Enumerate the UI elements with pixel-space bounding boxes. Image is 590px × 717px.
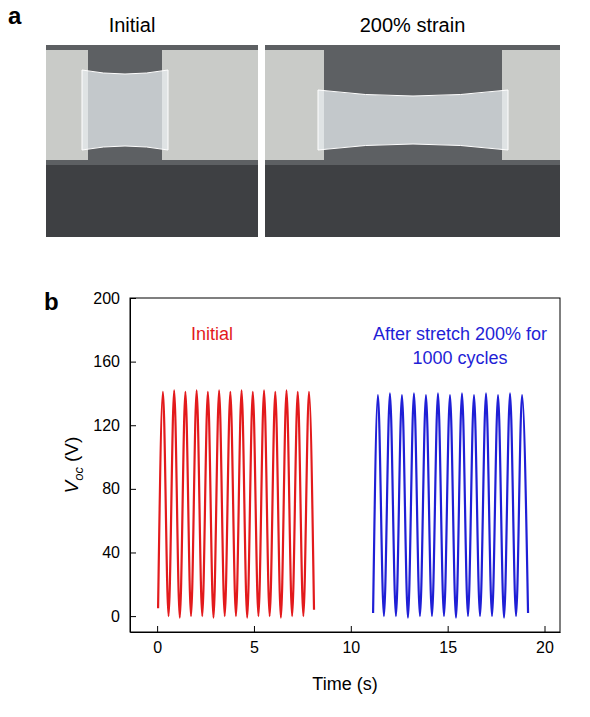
tick: 200 <box>93 290 136 307</box>
annotation: Initial <box>191 324 233 344</box>
tick: 10 <box>342 626 360 656</box>
tick-mark <box>130 362 136 363</box>
photo-caption: 200% strain <box>360 14 466 36</box>
axis-line <box>131 632 561 633</box>
clamp <box>265 50 324 160</box>
y-axis-title: Voc(V) <box>61 437 86 494</box>
tick-mark <box>157 626 158 632</box>
photo-caption: Initial <box>109 14 156 36</box>
x-axis-title: Time (s) <box>312 674 377 694</box>
tick-label: 10 <box>342 639 360 656</box>
tick-label: 5 <box>250 639 259 656</box>
tick-label: 0 <box>153 639 162 656</box>
annotation: After stretch 200% for <box>373 324 547 344</box>
tick-mark <box>351 626 352 632</box>
panel-b: b0510152004080120160200InitialAfter stre… <box>44 288 561 694</box>
plot-area <box>158 390 528 617</box>
panel-letter: b <box>44 288 59 315</box>
photo <box>265 45 560 237</box>
photo-background <box>265 45 560 237</box>
clamp <box>162 50 258 160</box>
tick-mark <box>130 552 136 553</box>
series-line <box>373 393 528 617</box>
x-axis: 0 5 10 15 20 <box>131 626 561 656</box>
tick: 80 <box>102 480 136 497</box>
y-axis-title-unit: (V) <box>61 437 82 462</box>
tick: 0 <box>111 608 136 625</box>
tick: 5 <box>250 626 259 656</box>
photo-background <box>46 45 258 237</box>
tick: 120 <box>93 417 136 434</box>
tick-label: 40 <box>102 544 120 561</box>
annotation: 1000 cycles <box>412 348 507 368</box>
tick-mark <box>254 626 255 632</box>
tick: 15 <box>439 626 457 656</box>
tick-label: 80 <box>102 480 120 497</box>
tick-label: 15 <box>439 639 457 656</box>
tick: 40 <box>102 544 136 561</box>
y-axis-title-subscript: oc <box>71 466 86 480</box>
tick-mark <box>545 626 546 632</box>
panel-a: a Initial 200% strain <box>8 2 560 237</box>
tick-mark <box>130 425 136 426</box>
tick-mark <box>130 489 136 490</box>
tick-label: 200 <box>93 290 120 307</box>
y-axis: 0 40 80 120 160 200 <box>93 290 136 633</box>
plot-frame <box>130 298 560 632</box>
series-line <box>158 390 314 617</box>
film <box>318 90 508 150</box>
clamp <box>502 50 560 160</box>
tick-label: 120 <box>93 417 120 434</box>
film <box>82 70 168 150</box>
tick: 160 <box>93 353 136 370</box>
axis-line <box>130 299 131 633</box>
tick-mark <box>130 616 136 617</box>
panel-letter: a <box>8 2 22 29</box>
tick-mark <box>130 298 136 299</box>
photo-floor <box>46 165 258 237</box>
photo-floor <box>265 165 560 237</box>
tick-label: 160 <box>93 353 120 370</box>
tick-label: 0 <box>111 608 120 625</box>
tick-label: 20 <box>536 639 554 656</box>
tick: 0 <box>153 626 162 656</box>
tick-mark <box>448 626 449 632</box>
photo <box>46 45 258 237</box>
tick: 20 <box>536 626 554 656</box>
